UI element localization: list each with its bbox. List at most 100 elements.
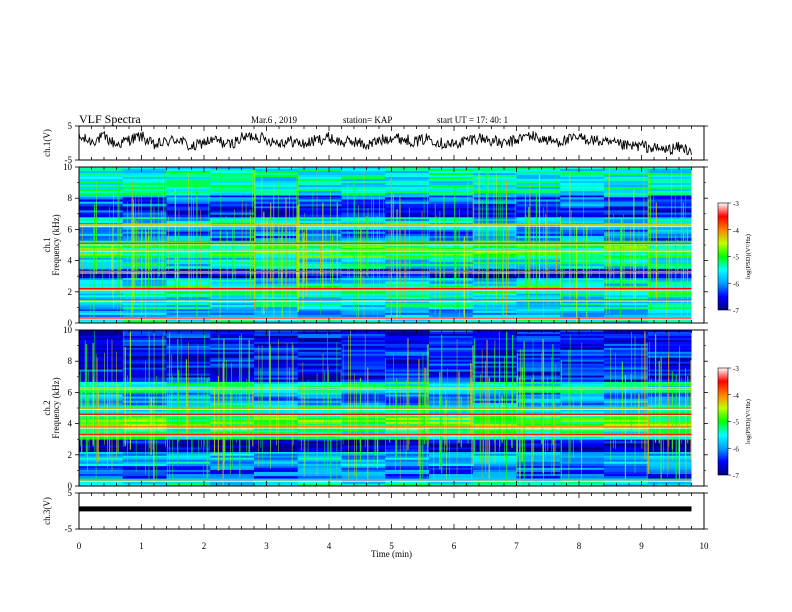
spectrogram-cell <box>341 179 386 182</box>
spectrogram-cell <box>385 169 430 172</box>
spectrogram-cell <box>166 289 211 292</box>
spectrogram-cell <box>560 435 605 438</box>
spectrogram-cell <box>341 467 386 471</box>
spectrogram-cell <box>122 379 167 382</box>
spectrogram-cell <box>79 400 124 404</box>
spectrogram-cell <box>604 409 649 412</box>
spectrogram-cell <box>297 469 342 473</box>
spectrogram-cell <box>472 203 517 207</box>
spectrogram-cell <box>122 404 167 408</box>
spectrogram-cell <box>122 310 167 314</box>
spectrogram-cell <box>341 349 386 353</box>
spectrogram-cell <box>254 231 299 235</box>
spectrogram-cell <box>516 357 561 361</box>
spectrogram-cell <box>254 255 299 258</box>
panel-frame <box>78 125 705 161</box>
spectrogram-cell <box>516 341 561 345</box>
spectrogram-cell <box>604 457 649 461</box>
spectrogram-cell <box>385 331 430 335</box>
spectrogram-cell <box>122 469 167 473</box>
spectrogram-cell <box>254 183 299 186</box>
spectrogram-cell <box>516 398 561 402</box>
spectrogram-cell <box>79 233 124 237</box>
spectrogram-cell <box>429 268 474 271</box>
spectrogram-cell <box>429 307 474 310</box>
spectrogram-cell <box>79 259 124 263</box>
spectrogram-cell <box>604 465 649 469</box>
spectrogram-cell <box>560 411 605 415</box>
spectrogram-cell <box>385 484 430 487</box>
spectrogram-cell <box>341 310 386 314</box>
spectrogram-cell <box>254 337 299 341</box>
spectrogram-cell <box>429 293 474 296</box>
spectrogram-cell <box>604 471 649 475</box>
spectrogram-cell <box>560 320 605 324</box>
spectrogram-cell <box>472 465 517 469</box>
spectrogram-cell <box>560 303 605 306</box>
spectrogram-cell <box>210 195 255 198</box>
spectrogram-cell <box>560 381 605 385</box>
spectrogram-cell <box>516 261 561 265</box>
spectrogram-cell <box>516 400 561 404</box>
spectrogram-cell <box>297 233 342 237</box>
spectrogram-cell <box>79 261 124 265</box>
spectrogram-cell <box>166 484 211 487</box>
spectrogram-cell <box>297 355 342 359</box>
spectrogram-cell <box>122 447 167 450</box>
spectrogram-cell <box>604 210 649 213</box>
spectrogram-cell <box>647 171 692 174</box>
spectrogram-cell <box>604 343 649 347</box>
spectrogram-cell <box>516 173 561 176</box>
spectrogram-cell <box>122 331 167 335</box>
spectrogram-cell <box>254 361 299 365</box>
spectrogram-cell <box>429 266 474 269</box>
spectrogram-cell <box>297 299 342 302</box>
spectrogram-cell <box>604 396 649 400</box>
spectrogram-cell <box>341 411 386 415</box>
spectrogram-cell <box>254 383 299 387</box>
spectrogram-cell <box>254 291 299 294</box>
spectrogram-cell <box>122 359 167 363</box>
spectrogram-cell <box>297 303 342 306</box>
spectrogram-cell <box>516 435 561 438</box>
spectrogram-cell <box>385 277 430 281</box>
spectrogram-cell <box>341 445 386 448</box>
spectrogram-cell <box>79 177 124 180</box>
spectrogram-cell <box>560 314 605 318</box>
plot-title: VLF Spectra <box>79 112 141 126</box>
spectrogram-cell <box>472 293 517 296</box>
spectrogram-cell <box>604 314 649 318</box>
spectrogram-cell <box>210 482 255 485</box>
colorbar-tick-label: -7 <box>733 472 739 480</box>
spectrogram-cell <box>604 365 649 369</box>
spectrogram-cell <box>341 264 386 267</box>
spectrogram-cell <box>297 277 342 281</box>
spectrogram-cell <box>604 455 649 459</box>
spectrogram-cell <box>429 471 474 475</box>
y-axis-label: Frequency (kHz) <box>51 377 61 438</box>
spectrogram-cell <box>297 214 342 218</box>
spectrogram-cell <box>122 371 167 374</box>
spectrogram-cell <box>79 394 124 397</box>
spectrogram-cell <box>472 312 517 316</box>
spectrogram-cell <box>122 419 167 423</box>
spectrogram-cell <box>79 312 124 316</box>
spectrogram-cell <box>560 459 605 463</box>
spectrogram-cell <box>560 402 605 406</box>
colorbar-tick-label: -4 <box>733 227 739 235</box>
spectrogram-cell <box>472 337 517 341</box>
spectrogram-cell <box>79 463 124 467</box>
spectrogram-cell <box>604 355 649 359</box>
spectrogram-cell <box>385 453 430 457</box>
spectrogram-cell <box>429 349 474 353</box>
spectrogram-cell <box>122 415 167 419</box>
spectrogram-cell <box>472 301 517 304</box>
spectrogram-cell <box>385 251 430 255</box>
spectrogram-cell <box>604 227 649 230</box>
spectrogram-cell <box>647 181 692 184</box>
spectrogram-cell <box>341 417 386 421</box>
spectrogram-cell <box>560 390 605 393</box>
spectrogram-cell <box>297 310 342 314</box>
spectrogram-cell <box>516 394 561 397</box>
spectrogram-cell <box>604 216 649 220</box>
